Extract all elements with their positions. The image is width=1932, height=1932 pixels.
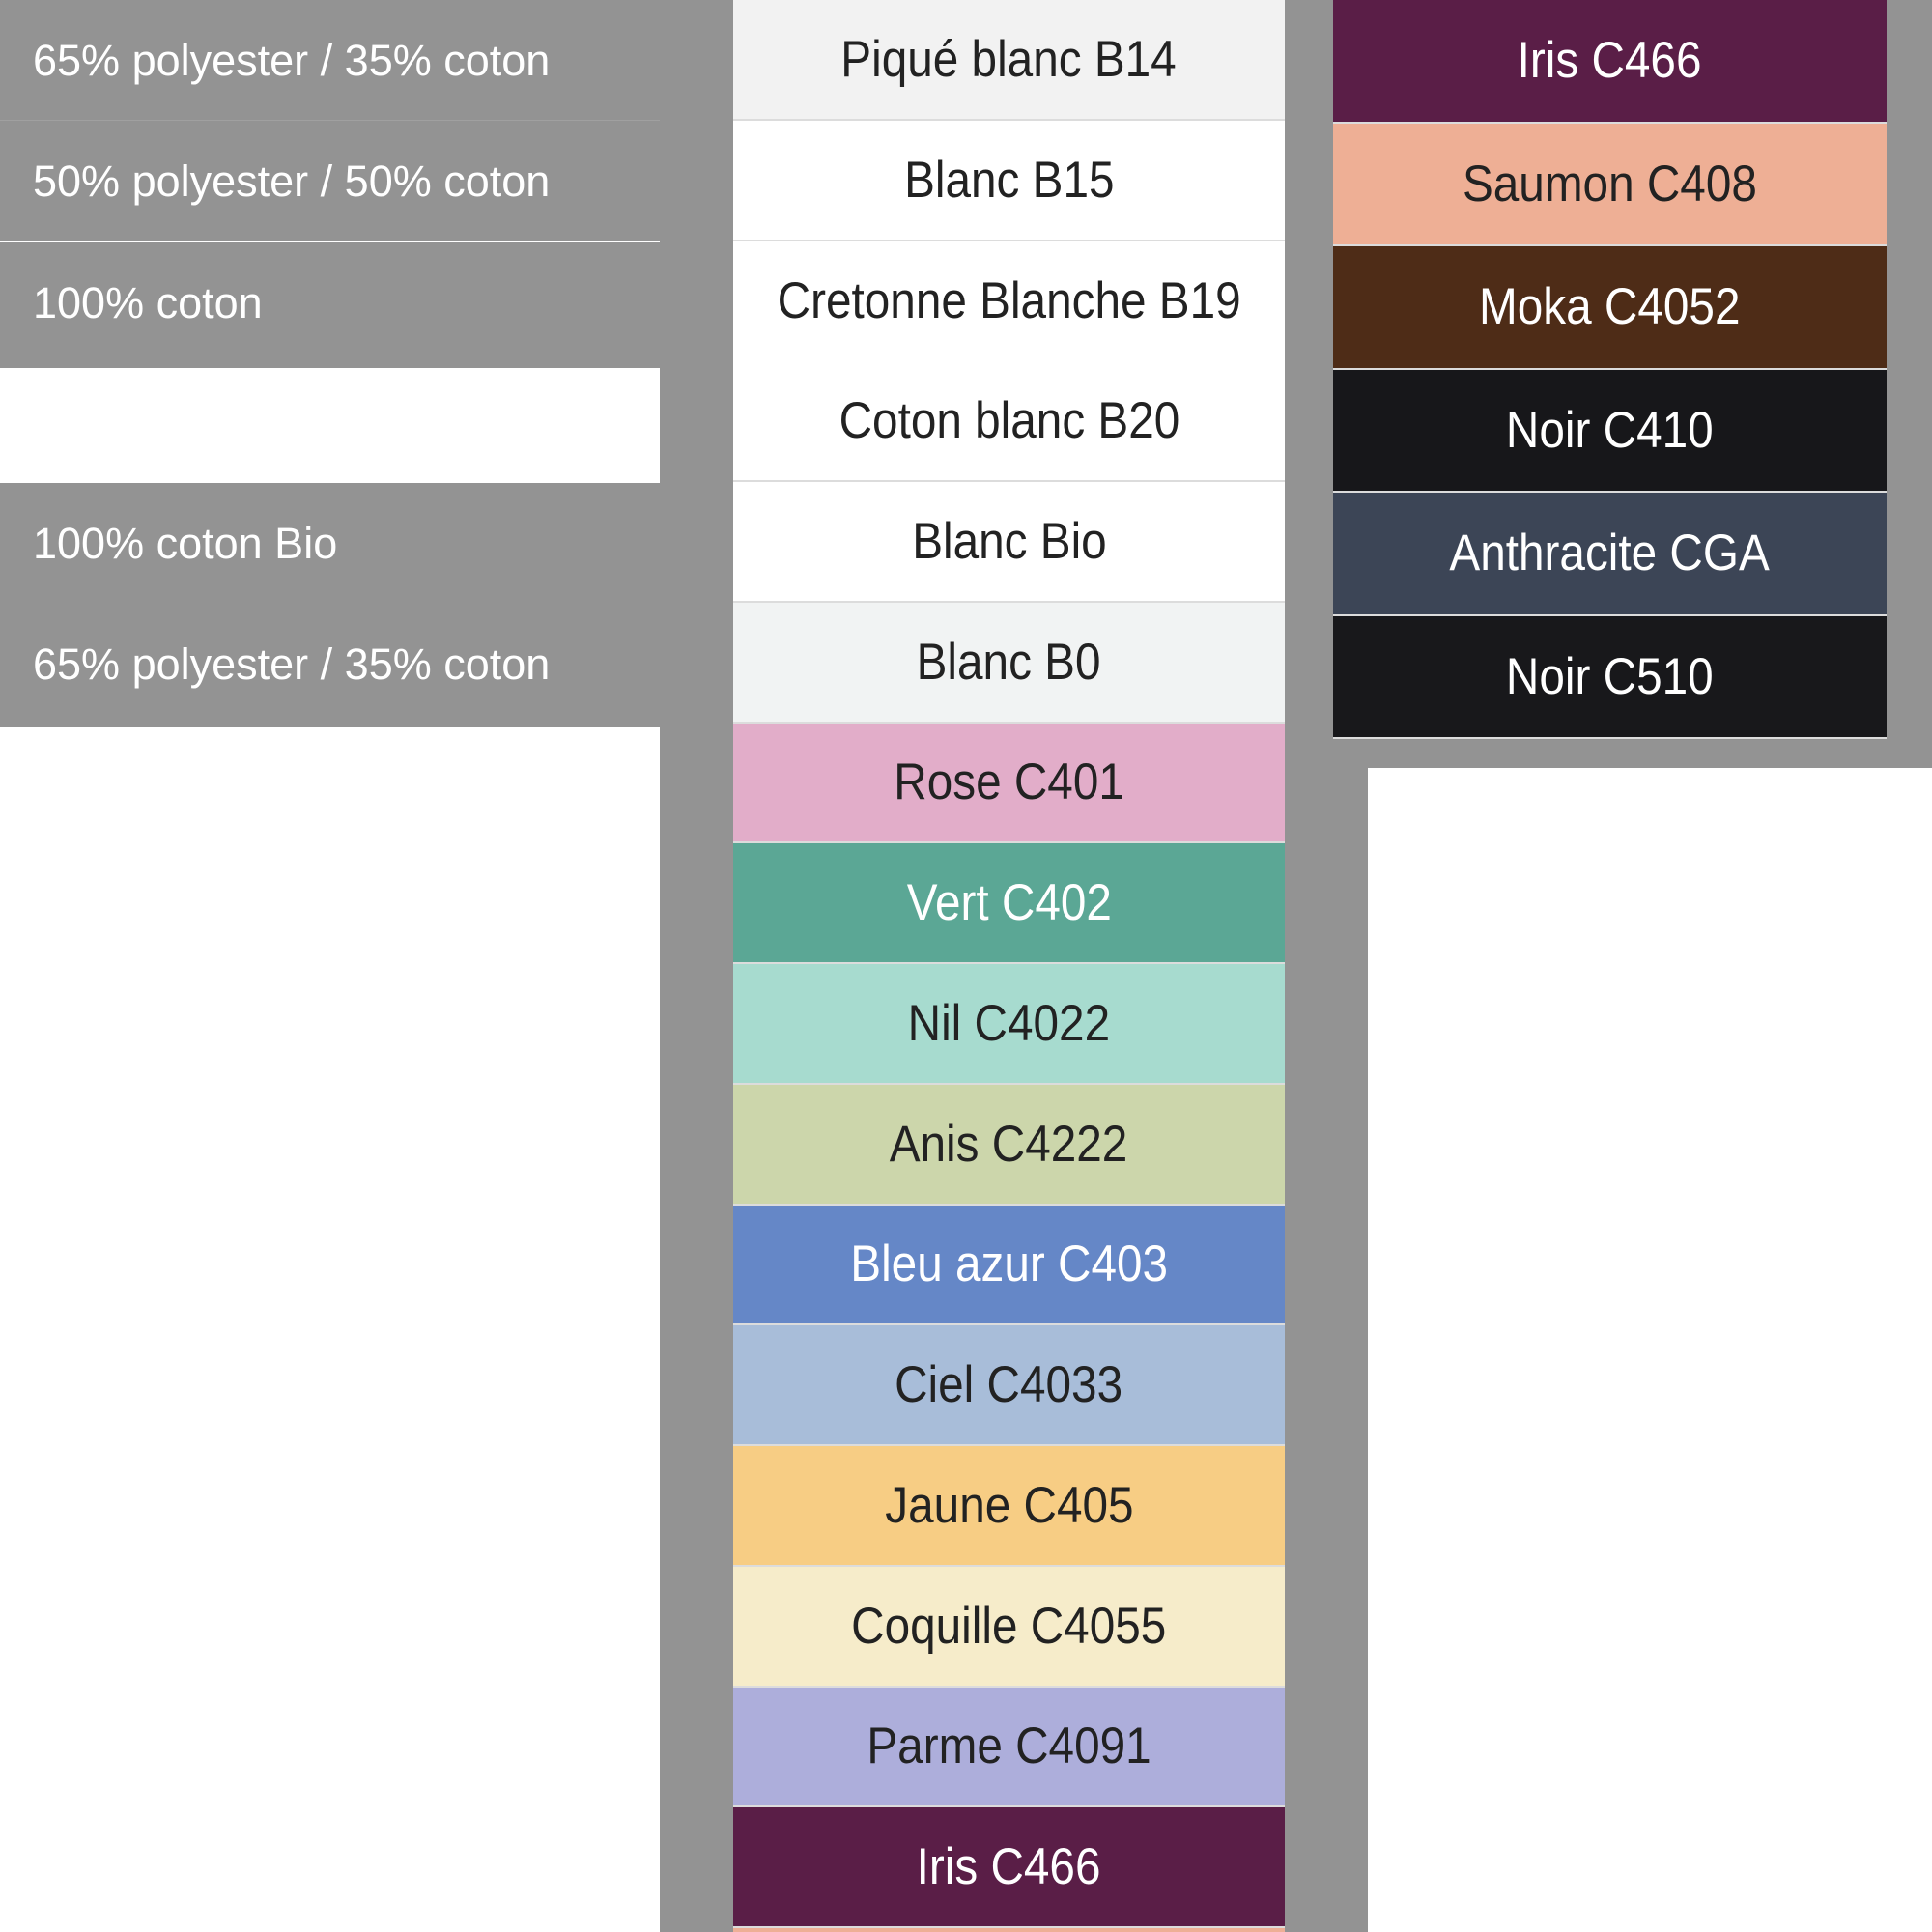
swatch-label: Blanc B15 [903, 151, 1115, 209]
swatch-label: Bleu azur C403 [850, 1236, 1168, 1293]
fabric-swatch: Blanc B0 [733, 602, 1285, 724]
fabric-swatch: Iris C466 [733, 1807, 1285, 1928]
fabric-swatch: Blanc B15 [733, 120, 1285, 242]
fabric-swatch: Iris C466 [1333, 0, 1887, 124]
swatch-label: Noir C410 [1506, 401, 1714, 459]
fabric-swatch: Noir C410 [1333, 369, 1887, 493]
swatch-label: Piqué blanc B14 [840, 30, 1178, 88]
fabric-swatch: Anthracite CGA [1333, 493, 1887, 616]
fabric-swatch: Blanc Bio [733, 482, 1285, 603]
swatch-label: Coquille C4055 [851, 1597, 1167, 1655]
swatch-label: Cretonne Blanche B19 [777, 272, 1241, 330]
swatch-label: Nil C4022 [907, 994, 1111, 1052]
fabric-swatch: Parme C4091 [733, 1687, 1285, 1808]
fabric-swatch: Nil C4022 [733, 964, 1285, 1085]
fabric-swatch: Anis C4222 [733, 1084, 1285, 1206]
fabric-swatch: Rose C401 [733, 723, 1285, 844]
swatch-label: Anthracite CGA [1449, 525, 1771, 582]
composition-blank [0, 368, 660, 483]
swatch-label: Ciel C4033 [895, 1356, 1123, 1414]
composition-item: 50% polyester / 50% coton [0, 121, 660, 242]
composition-item: 65% polyester / 35% coton [0, 604, 660, 727]
swatch-label: Anis C4222 [890, 1115, 1128, 1173]
swatch-label: Vert C402 [906, 874, 1112, 932]
fabric-swatch: Coton blanc B20 [733, 361, 1285, 482]
swatch-label: Blanc B0 [917, 633, 1101, 691]
fabric-swatch: Noir C510 [1333, 615, 1887, 739]
swatch-label: Noir C510 [1506, 647, 1714, 705]
composition-item: 100% coton Bio [0, 483, 660, 604]
fabric-swatch: Coquille C4055 [733, 1566, 1285, 1688]
composition-item: 100% coton [0, 242, 660, 368]
swatch-label: Coton blanc B20 [838, 392, 1179, 450]
fabric-swatch: Vert C402 [733, 843, 1285, 964]
fabric-swatch: Bleu azur C403 [733, 1205, 1285, 1326]
fabric-swatch: Ciel C4033 [733, 1325, 1285, 1446]
fabric-swatch: Saumon C408 [1333, 123, 1887, 246]
fabric-swatch: Piqué blanc B14 [733, 0, 1285, 121]
swatch-label: Jaune C405 [884, 1476, 1134, 1534]
fabric-swatch: Moka C4052 [1333, 246, 1887, 370]
composition-item: 65% polyester / 35% coton [0, 0, 660, 121]
swatch-label: Rose C401 [894, 753, 1124, 811]
swatch-label: Blanc Bio [911, 512, 1107, 570]
swatch-label: Saumon C408 [1463, 155, 1757, 213]
swatch-label: Iris C466 [917, 1838, 1101, 1896]
next-swatch-edge [733, 1928, 1285, 1932]
swatch-label: Parme C4091 [867, 1718, 1151, 1776]
fabric-swatch: Cretonne Blanche B19 [733, 241, 1285, 362]
swatch-label: Moka C4052 [1479, 278, 1741, 336]
fabric-swatch: Jaune C405 [733, 1446, 1285, 1567]
swatch-label: Iris C466 [1518, 32, 1702, 90]
